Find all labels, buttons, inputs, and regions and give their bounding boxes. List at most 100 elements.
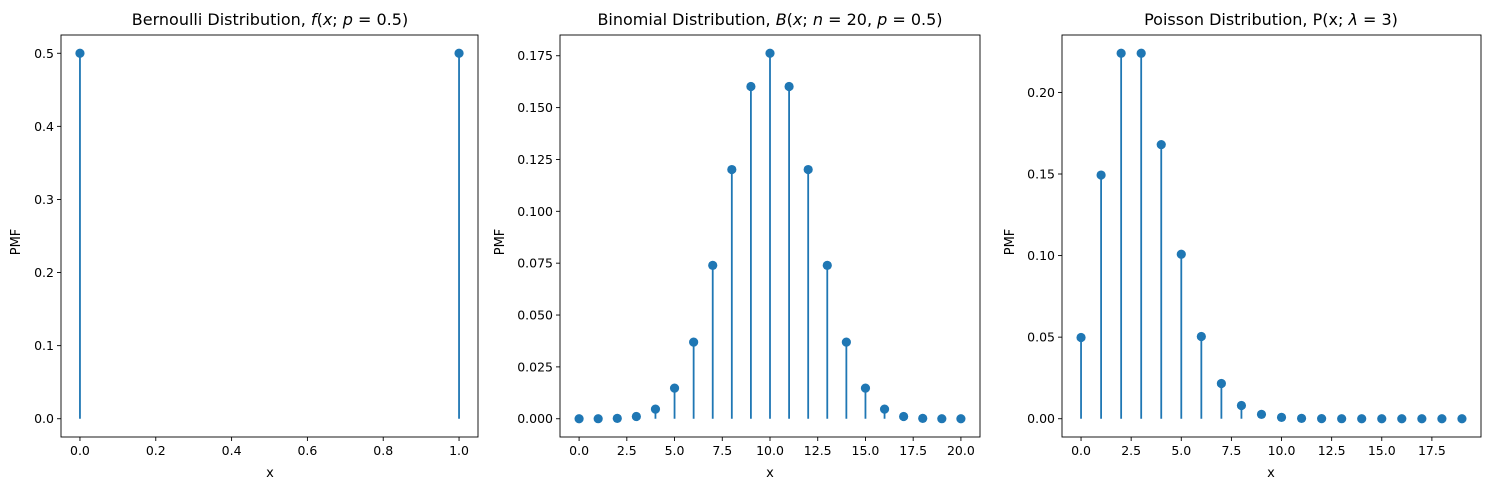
bernoulli-stem-marker xyxy=(454,48,464,58)
binomial-y-tick-label: 0.050 xyxy=(517,308,553,323)
binomial-title: Binomial Distribution, B(x; n = 20, p = … xyxy=(597,10,942,29)
binomial-y-tick-label: 0.150 xyxy=(517,100,553,115)
binomial-x-tick-label: 0.0 xyxy=(569,443,589,458)
binomial-stem-marker xyxy=(574,414,584,424)
bernoulli-x-tick-label: 0.0 xyxy=(70,443,90,458)
binomial-stem-marker xyxy=(784,81,794,92)
poisson-stem-marker xyxy=(1437,414,1447,424)
binomial-stem-marker xyxy=(956,414,966,424)
binomial-stem-marker xyxy=(841,337,851,347)
poisson-stem-marker xyxy=(1156,139,1166,150)
bernoulli-x-tick-label: 0.4 xyxy=(222,443,242,458)
binomial-stem-marker xyxy=(879,404,890,414)
binomial-stem-marker xyxy=(708,260,718,270)
poisson-stem-marker xyxy=(1296,413,1307,423)
binomial-x-tick-label: 17.5 xyxy=(899,443,927,458)
binomial-stem-marker xyxy=(612,413,622,423)
poisson-y-tick-label: 0.20 xyxy=(1027,85,1055,100)
poisson-stem-marker xyxy=(1196,331,1206,342)
poisson-stem-marker xyxy=(1076,332,1086,343)
poisson-stem-marker xyxy=(1116,48,1126,58)
poisson-stem-marker xyxy=(1236,400,1247,411)
binomial-stem-marker xyxy=(765,48,775,58)
bernoulli-x-tick-label: 0.6 xyxy=(297,443,317,458)
binomial-y-tick-label: 0.075 xyxy=(517,256,553,271)
bernoulli-y-tick-label: 0.2 xyxy=(34,265,54,280)
binomial-y-axis-label: PMF xyxy=(493,229,508,256)
binomial-y-tick-label: 0.100 xyxy=(517,204,553,219)
bernoulli-x-tick-label: 0.2 xyxy=(146,443,166,458)
poisson-axes-frame xyxy=(1061,34,1482,438)
binomial-y-tick-label: 0.000 xyxy=(517,411,553,426)
bernoulli-x-axis-label: x xyxy=(266,466,274,481)
poisson-x-tick-label: 5.0 xyxy=(1171,443,1191,458)
poisson-stem-marker xyxy=(1357,414,1367,424)
bernoulli-y-tick-label: 0.1 xyxy=(34,338,54,353)
bernoulli-x-tick-label: 1.0 xyxy=(449,443,469,458)
poisson-stem-marker xyxy=(1457,414,1467,424)
binomial-stem-marker xyxy=(860,383,871,393)
poisson-stem-marker xyxy=(1276,412,1287,423)
poisson-panel: Poisson Distribution, P(x; λ = 3) x PMF … xyxy=(1003,10,1482,481)
bernoulli-y-tick-label: 0.4 xyxy=(34,119,54,134)
poisson-x-tick-label: 15.0 xyxy=(1368,443,1396,458)
poisson-y-tick-label: 0.05 xyxy=(1027,330,1055,345)
binomial-stem-marker xyxy=(689,337,699,347)
binomial-stem-marker xyxy=(822,260,832,270)
bernoulli-y-tick-label: 0.0 xyxy=(34,411,54,426)
binomial-x-tick-label: 2.5 xyxy=(617,443,637,458)
binomial-x-tick-label: 15.0 xyxy=(852,443,880,458)
poisson-y-tick-label: 0.00 xyxy=(1027,411,1055,426)
binomial-stem-marker xyxy=(899,411,909,422)
binomial-y-tick-label: 0.125 xyxy=(517,152,553,167)
binomial-y-tick-label: 0.025 xyxy=(517,359,553,374)
poisson-stem-marker xyxy=(1136,48,1146,58)
poisson-y-tick-label: 0.15 xyxy=(1027,167,1055,182)
binomial-x-tick-label: 10.0 xyxy=(756,443,784,458)
poisson-stem-marker xyxy=(1256,409,1267,419)
poisson-y-axis-label: PMF xyxy=(1003,229,1018,256)
poisson-title: Poisson Distribution, P(x; λ = 3) xyxy=(1144,10,1398,29)
binomial-stem-marker xyxy=(650,404,661,414)
poisson-stem-marker xyxy=(1397,414,1407,424)
poisson-stem-marker xyxy=(1317,414,1327,424)
poisson-stem-marker xyxy=(1377,414,1387,424)
bernoulli-panel: Bernoulli Distribution, f(x; p = 0.5) x … xyxy=(9,10,479,481)
poisson-x-tick-label: 7.5 xyxy=(1221,443,1241,458)
binomial-panel: Binomial Distribution, B(x; n = 20, p = … xyxy=(493,10,981,481)
poisson-stem-marker xyxy=(1096,170,1106,180)
bernoulli-stem-marker xyxy=(75,48,85,58)
binomial-x-tick-label: 5.0 xyxy=(665,443,685,458)
poisson-x-tick-label: 0.0 xyxy=(1071,443,1091,458)
binomial-stem-marker xyxy=(918,413,928,423)
binomial-x-tick-label: 7.5 xyxy=(712,443,732,458)
binomial-x-axis-label: x xyxy=(766,466,774,481)
binomial-stem-marker xyxy=(803,164,813,175)
poisson-y-tick-label: 0.10 xyxy=(1027,248,1055,263)
poisson-stem-marker xyxy=(1337,414,1347,424)
poisson-x-tick-label: 10.0 xyxy=(1268,443,1296,458)
poisson-x-tick-label: 12.5 xyxy=(1318,443,1346,458)
binomial-y-tick-label: 0.175 xyxy=(517,48,553,63)
bernoulli-y-axis-label: PMF xyxy=(9,229,24,256)
binomial-stem-marker xyxy=(937,414,947,424)
bernoulli-y-tick-label: 0.3 xyxy=(34,192,54,207)
binomial-stem-marker xyxy=(669,383,680,393)
poisson-x-tick-label: 2.5 xyxy=(1121,443,1141,458)
binomial-stem-marker xyxy=(631,411,641,422)
binomial-x-tick-label: 20.0 xyxy=(947,443,975,458)
poisson-stem-marker xyxy=(1176,249,1186,259)
poisson-stem-marker xyxy=(1417,414,1427,424)
binomial-stem-marker xyxy=(593,414,603,424)
poisson-stem-marker xyxy=(1216,378,1226,389)
poisson-x-tick-label: 17.5 xyxy=(1418,443,1446,458)
binomial-x-tick-label: 12.5 xyxy=(804,443,832,458)
poisson-x-axis-label: x xyxy=(1267,466,1275,481)
binomial-stem-marker xyxy=(727,164,737,175)
binomial-stem-marker xyxy=(746,81,756,92)
bernoulli-y-tick-label: 0.5 xyxy=(34,46,54,61)
bernoulli-title: Bernoulli Distribution, f(x; p = 0.5) xyxy=(132,10,408,29)
bernoulli-axes-frame xyxy=(60,34,479,438)
bernoulli-x-tick-label: 0.8 xyxy=(373,443,393,458)
